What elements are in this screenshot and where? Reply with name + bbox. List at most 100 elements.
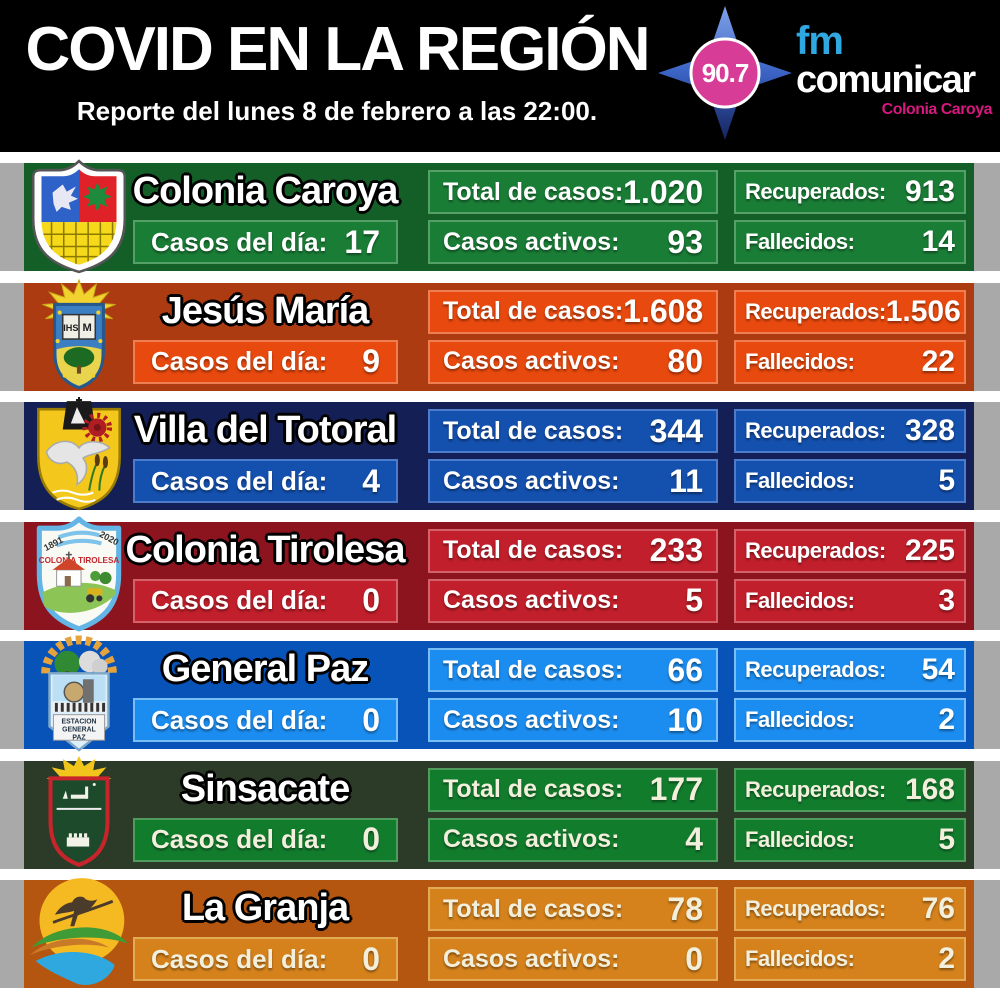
recovered-box: Recuperados: 76 bbox=[734, 887, 966, 931]
daily-cases-value: 17 bbox=[344, 223, 380, 260]
header: COVID EN LA REGIÓN Reporte del lunes 8 d… bbox=[0, 0, 1000, 152]
recovered-label: Recuperados: bbox=[745, 298, 886, 324]
deceased-label: Fallecidos: bbox=[745, 229, 855, 254]
total-cases-label: Total de casos: bbox=[443, 416, 624, 445]
deceased-box: Fallecidos: 5 bbox=[734, 459, 966, 503]
total-cases-box: Total de casos: 233 bbox=[428, 528, 718, 573]
active-cases-label: Casos activos: bbox=[443, 944, 620, 973]
recovered-box: Recuperados: 913 bbox=[734, 170, 966, 214]
total-cases-value: 233 bbox=[649, 532, 703, 568]
deceased-box: Fallecidos: 2 bbox=[734, 698, 966, 742]
municipality-name: Jesús María bbox=[161, 289, 370, 332]
recovered-label: Recuperados: bbox=[745, 896, 886, 921]
municipality-rows: Colonia Caroya Casos del día: 17 Total d… bbox=[0, 159, 1000, 988]
active-cases-box: Casos activos: 11 bbox=[428, 459, 718, 503]
municipality-row-la-granja: La Granja Casos del día: 0 Total de caso… bbox=[0, 878, 1000, 988]
active-cases-value: 10 bbox=[667, 701, 703, 738]
recovered-label: Recuperados: bbox=[745, 657, 886, 682]
daily-cases-box: Casos del día: 0 bbox=[133, 817, 398, 862]
active-cases-box: Casos activos: 10 bbox=[428, 698, 718, 742]
la-granja-logo-icon bbox=[26, 875, 132, 993]
recovered-value: 54 bbox=[921, 653, 955, 686]
shield-monogram-left: IHS bbox=[63, 322, 78, 332]
recovered-value: 168 bbox=[904, 772, 955, 806]
villa-del-totoral-shield-icon bbox=[26, 397, 132, 515]
shield-arc-text: COLONIA TIROLESA bbox=[39, 555, 120, 564]
municipality-row-jesus-maria: IHS M Jesús María Casos del día: 9 Total… bbox=[0, 278, 1000, 391]
active-cases-box: Casos activos: 5 bbox=[428, 578, 718, 623]
total-cases-value: 66 bbox=[667, 651, 703, 688]
recovered-box: Recuperados: 54 bbox=[734, 648, 966, 692]
total-cases-box: Total de casos: 177 bbox=[428, 767, 718, 812]
deceased-value: 2 bbox=[938, 703, 955, 736]
deceased-value: 5 bbox=[938, 822, 955, 856]
colonia-caroya-shield-icon bbox=[26, 158, 132, 276]
total-cases-box: Total de casos: 1.020 bbox=[428, 170, 718, 214]
deceased-label: Fallecidos: bbox=[745, 826, 855, 852]
municipality-name: Colonia Caroya bbox=[132, 170, 399, 212]
daily-cases-label: Casos del día: bbox=[151, 346, 328, 376]
daily-cases-value: 4 bbox=[362, 462, 380, 499]
municipality-row-villa-del-totoral: Villa del Totoral Casos del día: 4 Total… bbox=[0, 397, 1000, 511]
active-cases-value: 93 bbox=[667, 223, 703, 260]
row-band: La Granja Casos del día: 0 Total de caso… bbox=[24, 878, 974, 988]
active-cases-value: 80 bbox=[667, 343, 703, 379]
daily-cases-box: Casos del día: 0 bbox=[133, 937, 398, 981]
deceased-label: Fallecidos: bbox=[745, 468, 855, 493]
recovered-box: Recuperados: 1.506 bbox=[734, 289, 966, 334]
recovered-label: Recuperados: bbox=[745, 776, 886, 802]
total-cases-label: Total de casos: bbox=[443, 655, 624, 684]
deceased-value: 5 bbox=[938, 464, 955, 497]
daily-cases-box: Casos del día: 9 bbox=[133, 339, 398, 384]
daily-cases-label: Casos del día: bbox=[151, 585, 328, 615]
daily-cases-box: Casos del día: 4 bbox=[133, 459, 398, 503]
daily-cases-value: 0 bbox=[362, 821, 380, 857]
total-cases-value: 1.020 bbox=[623, 173, 704, 210]
general-paz-shield-icon: ESTACION GENERAL PAZ bbox=[26, 635, 132, 754]
active-cases-label: Casos activos: bbox=[443, 825, 620, 853]
recovered-label: Recuperados: bbox=[745, 537, 886, 563]
deceased-value: 3 bbox=[938, 583, 955, 617]
total-cases-box: Total de casos: 78 bbox=[428, 887, 718, 931]
deceased-value: 14 bbox=[921, 225, 955, 258]
municipality-name: La Granja bbox=[181, 887, 349, 929]
active-cases-label: Casos activos: bbox=[443, 227, 620, 256]
active-cases-box: Casos activos: 0 bbox=[428, 937, 718, 981]
deceased-box: Fallecidos: 14 bbox=[734, 220, 966, 264]
active-cases-box: Casos activos: 4 bbox=[428, 817, 718, 862]
daily-cases-value: 0 bbox=[362, 701, 380, 738]
shield-banner-line3: PAZ bbox=[72, 734, 85, 741]
total-cases-label: Total de casos: bbox=[443, 775, 624, 803]
recovered-value: 913 bbox=[904, 175, 955, 208]
deceased-box: Fallecidos: 2 bbox=[734, 937, 966, 981]
active-cases-label: Casos activos: bbox=[443, 586, 620, 614]
row-band: ESTACION GENERAL PAZ General Paz Casos d… bbox=[24, 635, 974, 752]
daily-cases-label: Casos del día: bbox=[151, 704, 328, 735]
colonia-tirolesa-shield-icon: 1891 2020 COLONIA TIROLESA bbox=[26, 515, 132, 635]
total-cases-label: Total de casos: bbox=[443, 894, 624, 923]
radio-brand-label: comunicar bbox=[796, 59, 976, 101]
recovered-box: Recuperados: 225 bbox=[734, 528, 966, 573]
daily-cases-label: Casos del día: bbox=[151, 226, 328, 257]
total-cases-value: 177 bbox=[649, 771, 703, 807]
deceased-box: Fallecidos: 22 bbox=[734, 339, 966, 384]
total-cases-label: Total de casos: bbox=[443, 297, 624, 325]
active-cases-label: Casos activos: bbox=[443, 705, 620, 734]
recovered-label: Recuperados: bbox=[745, 418, 886, 443]
sinsacate-shield-icon bbox=[26, 755, 132, 874]
active-cases-label: Casos activos: bbox=[443, 347, 620, 375]
row-band: Villa del Totoral Casos del día: 4 Total… bbox=[24, 397, 974, 511]
total-cases-value: 344 bbox=[649, 412, 703, 449]
row-band: IHS M Jesús María Casos del día: 9 Total… bbox=[24, 278, 974, 391]
deceased-label: Fallecidos: bbox=[745, 587, 855, 613]
shield-banner-line1: ESTACION bbox=[61, 719, 96, 726]
total-cases-box: Total de casos: 1.608 bbox=[428, 289, 718, 334]
recovered-value: 225 bbox=[904, 533, 955, 567]
radio-frequency: 90.7 bbox=[701, 57, 750, 88]
municipality-name: Villa del Totoral bbox=[133, 409, 397, 451]
radio-logo-text: fm comunicar Colonia Caroya bbox=[796, 21, 993, 120]
daily-cases-label: Casos del día: bbox=[151, 824, 328, 854]
municipality-row-sinsacate: Sinsacate Casos del día: 0 Total de caso… bbox=[0, 755, 1000, 869]
page-title: COVID EN LA REGIÓN bbox=[25, 15, 650, 84]
daily-cases-value: 0 bbox=[362, 940, 380, 977]
